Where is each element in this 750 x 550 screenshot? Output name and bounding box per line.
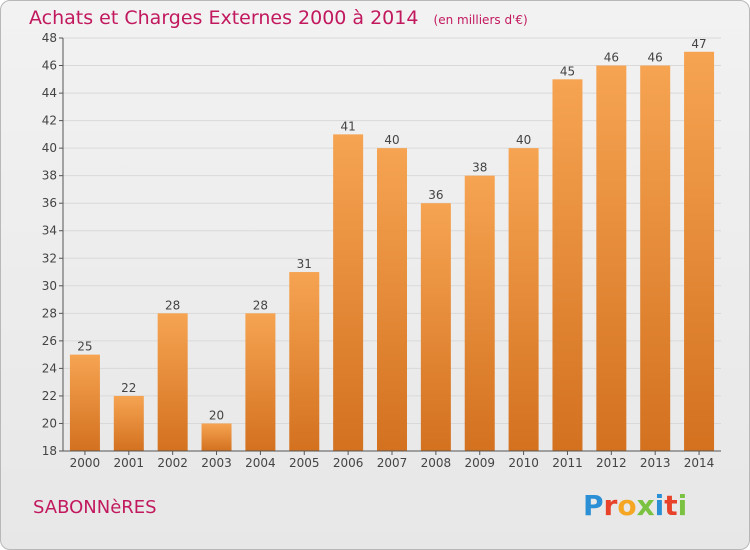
bar-2012 <box>596 65 627 452</box>
chart-subtitle: (en milliers d'€) <box>433 13 528 27</box>
data-label-2007: 40 <box>384 133 399 147</box>
logo-letter: t <box>664 489 678 522</box>
y-tick-label: 42 <box>42 114 57 128</box>
x-tick-label: 2003 <box>201 456 232 470</box>
data-label-2012: 46 <box>604 51 619 65</box>
y-tick-label: 18 <box>42 444 57 458</box>
logo-letter: P <box>583 489 604 522</box>
y-tick-label: 34 <box>42 224 57 238</box>
y-tick-label: 20 <box>42 416 57 430</box>
x-tick-label: 2001 <box>114 456 145 470</box>
bar-2005 <box>289 272 320 451</box>
x-tick-label: 2000 <box>70 456 101 470</box>
commune-name: SABONNèRES <box>33 497 157 518</box>
bar-2004 <box>245 313 276 451</box>
proxiti-logo: Proxiti <box>583 489 687 522</box>
bar-2013 <box>640 65 671 452</box>
data-label-2009: 38 <box>472 161 487 175</box>
data-label-2004: 28 <box>253 298 268 312</box>
x-tick-label: 2012 <box>596 456 627 470</box>
bar-2009 <box>464 175 495 451</box>
logo-letter: o <box>617 489 637 522</box>
bar-2011 <box>552 79 583 452</box>
x-tick-label: 2010 <box>508 456 539 470</box>
data-label-2008: 36 <box>428 188 443 202</box>
y-tick-label: 46 <box>42 59 57 73</box>
x-tick-label: 2007 <box>377 456 408 470</box>
data-label-2005: 31 <box>297 257 312 271</box>
data-label-2011: 45 <box>560 64 575 78</box>
x-tick-label: 2008 <box>421 456 452 470</box>
x-tick-label: 2002 <box>157 456 188 470</box>
data-label-2010: 40 <box>516 133 531 147</box>
chart-title: Achats et Charges Externes 2000 à 2014 <box>29 7 419 29</box>
x-tick-label: 2009 <box>464 456 495 470</box>
x-tick-label: 2013 <box>640 456 671 470</box>
y-tick-label: 38 <box>42 169 57 183</box>
logo-letter: i <box>677 489 688 522</box>
y-tick-label: 32 <box>42 251 57 265</box>
data-label-2000: 25 <box>77 340 92 354</box>
bar-2000 <box>69 354 100 451</box>
bar-2014 <box>684 51 715 452</box>
data-label-2001: 22 <box>121 381 136 395</box>
y-tick-label: 28 <box>42 306 57 320</box>
axes <box>62 38 721 455</box>
data-label-2006: 41 <box>340 119 355 133</box>
y-tick-label: 26 <box>42 334 57 348</box>
y-tick-label: 48 <box>42 31 57 45</box>
data-label-2013: 46 <box>648 51 663 65</box>
logo-letter: r <box>603 489 618 522</box>
y-tick-label: 30 <box>42 279 57 293</box>
x-tick-labels: 2000 2001 2002 2003 2004 2005 2006 2007 2008 2009… <box>70 456 715 470</box>
x-tick-label: 2014 <box>684 456 715 470</box>
data-labels: 25 22 28 20 28 31 41 40 36 38 40 45 46 46 47 <box>77 37 706 423</box>
y-tick-label: 40 <box>42 141 57 155</box>
x-tick-label: 2005 <box>289 456 320 470</box>
bar-2007 <box>377 148 407 451</box>
y-tick-label: 22 <box>42 389 57 403</box>
logo-letter: i <box>654 489 665 522</box>
logo-letter: x <box>636 489 655 522</box>
bar-2002 <box>157 313 188 451</box>
y-tick-label: 44 <box>42 86 57 100</box>
data-label-2002: 28 <box>165 298 180 312</box>
bar-2003 <box>201 423 232 451</box>
title-row: Achats et Charges Externes 2000 à 2014 (… <box>29 7 528 29</box>
y-tick-labels: 18 20 22 24 26 28 30 32 34 36 38 40 42 44 46 48 <box>42 31 57 458</box>
bars <box>69 51 715 452</box>
x-tick-label: 2006 <box>333 456 364 470</box>
y-tick-label: 24 <box>42 361 57 375</box>
data-label-2014: 47 <box>691 37 706 51</box>
bar-2006 <box>333 134 364 451</box>
data-label-2003: 20 <box>209 408 224 422</box>
y-tick-label: 36 <box>42 196 57 210</box>
bar-2008 <box>420 203 451 451</box>
bar-2010 <box>508 148 539 451</box>
x-tick-label: 2004 <box>245 456 276 470</box>
bar-2001 <box>113 395 144 451</box>
x-tick-label: 2011 <box>552 456 583 470</box>
